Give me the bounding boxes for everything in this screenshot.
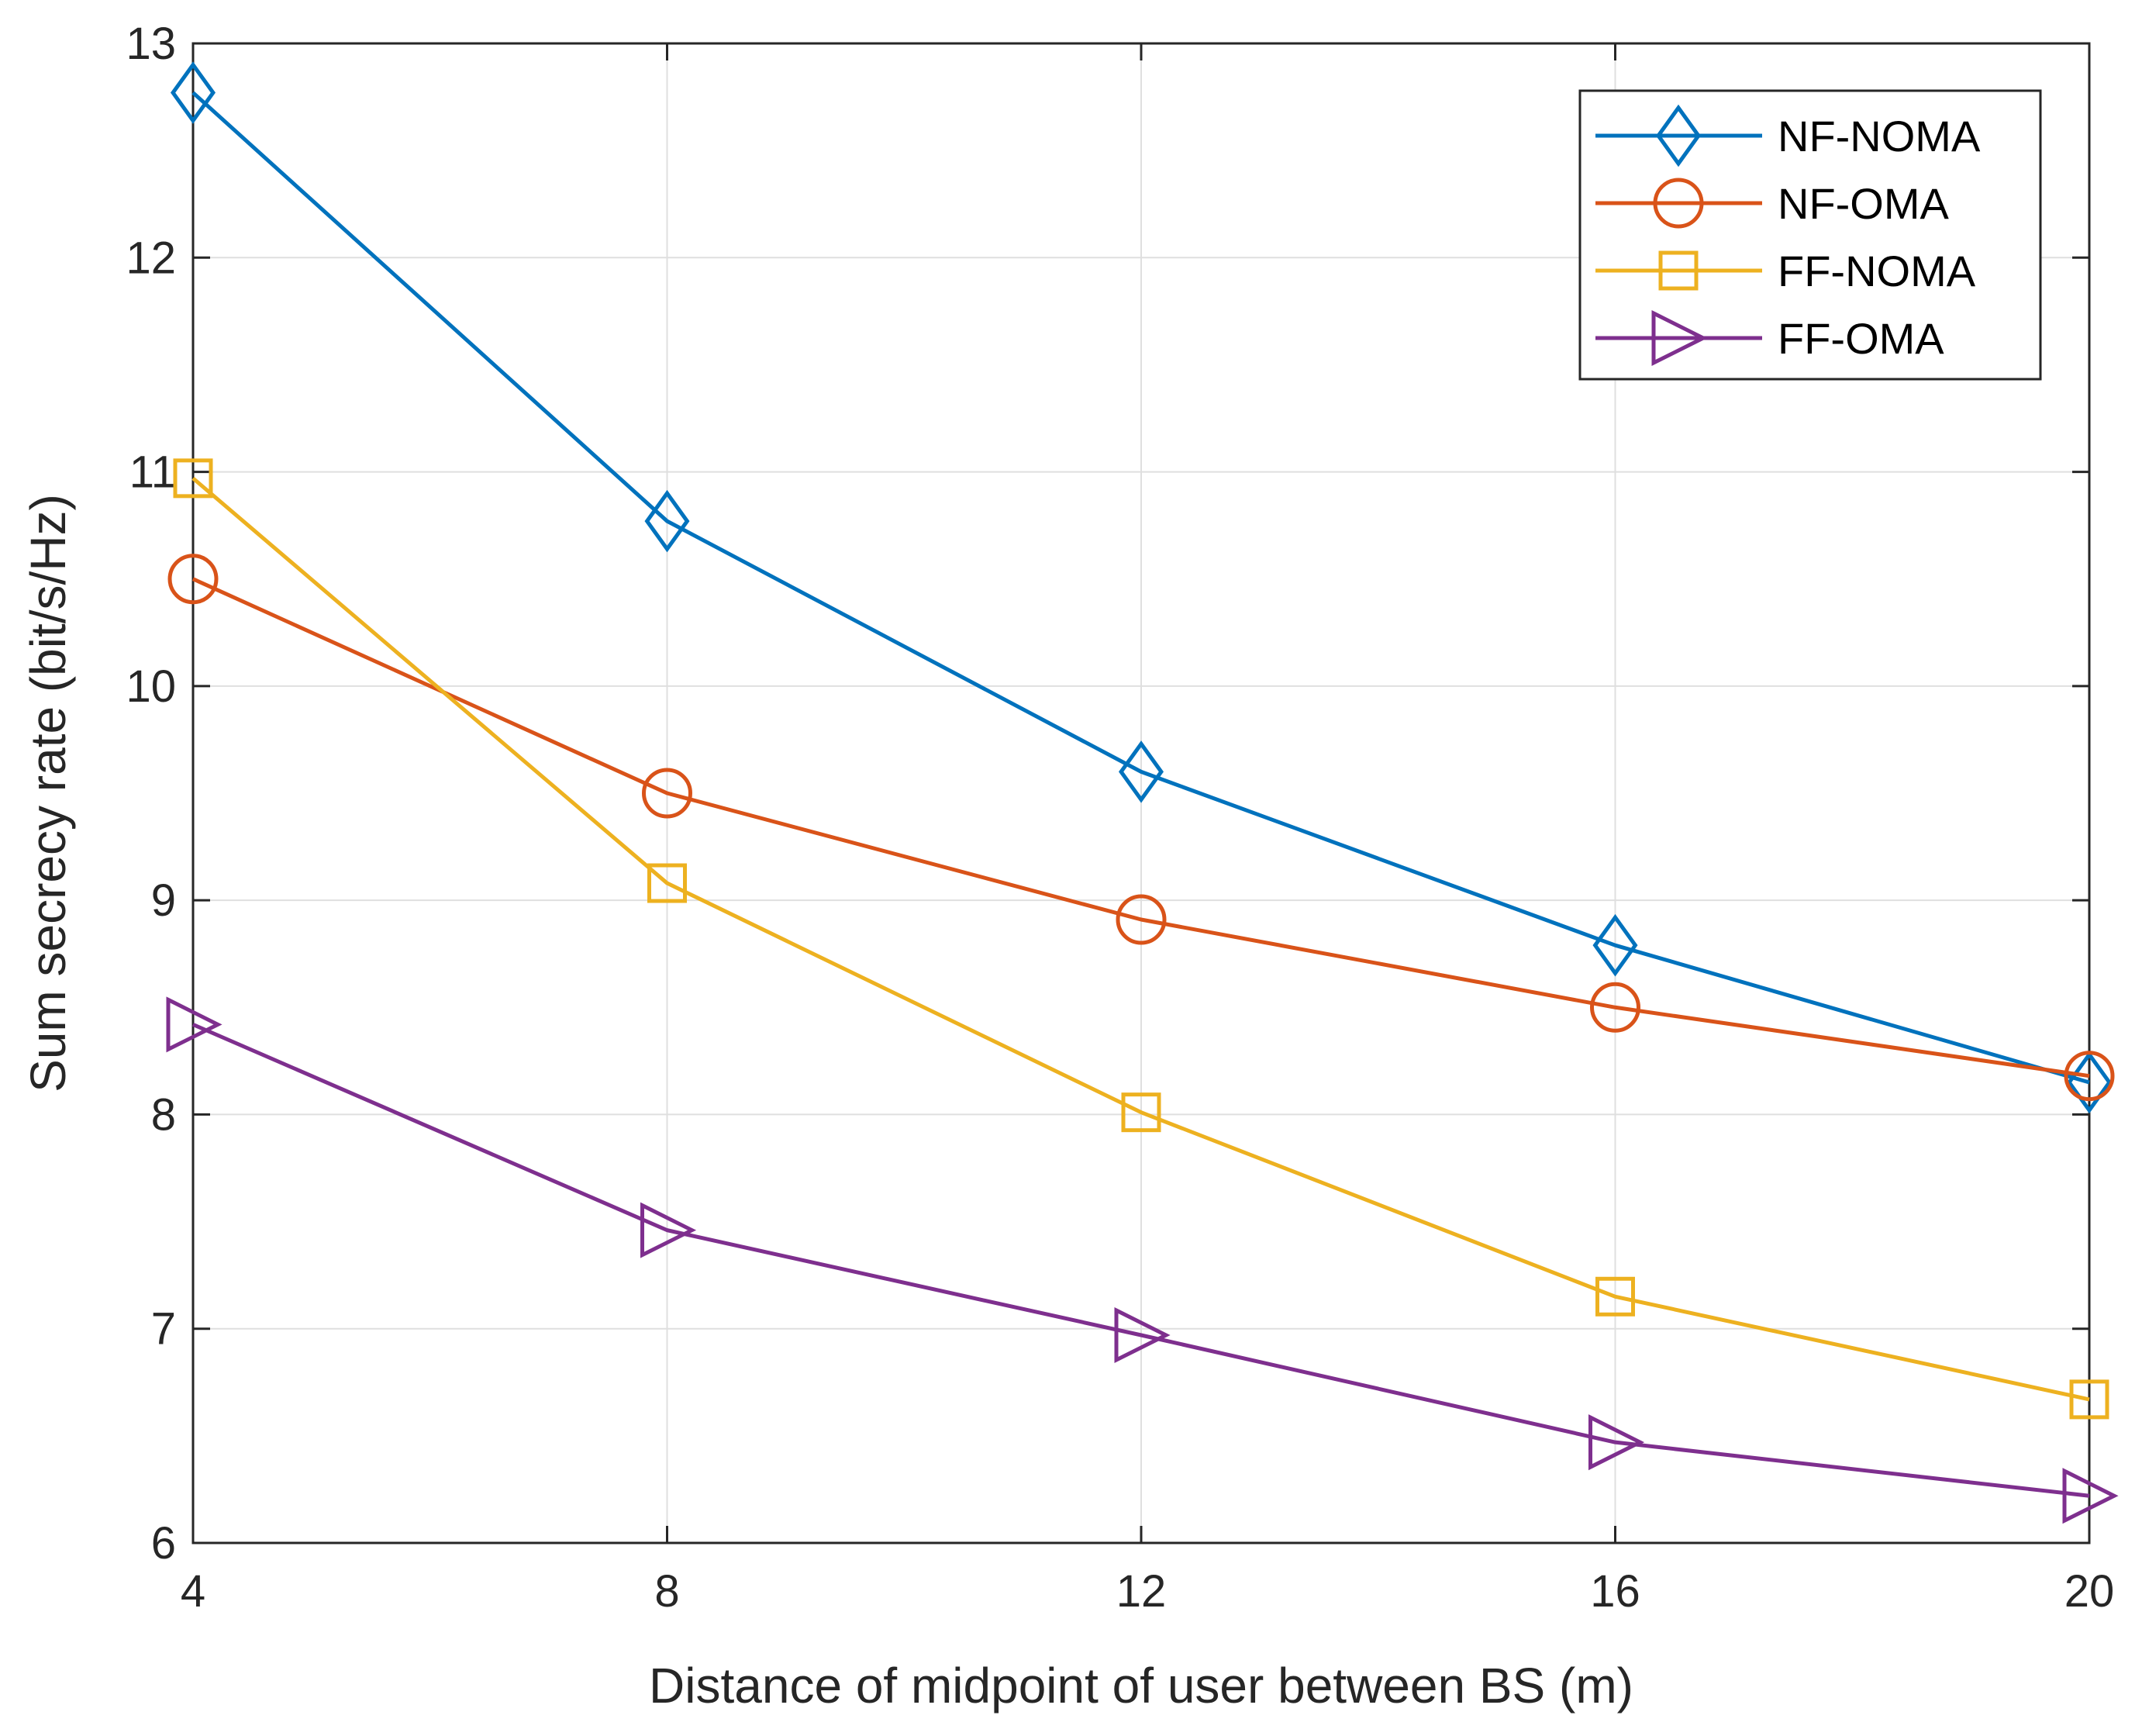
data-point-diamond xyxy=(1592,913,1638,977)
x-tick-label: 20 xyxy=(2064,1566,2115,1617)
y-tick-label: 8 xyxy=(151,1089,176,1140)
series-line xyxy=(192,1023,2090,1498)
y-tick-label: 7 xyxy=(151,1304,176,1355)
data-point-diamond xyxy=(644,489,690,553)
axis-ticks: 4 8 12 16 20 6 7 8 9 10 11 12 13 xyxy=(126,19,2114,1617)
data-point-diamond xyxy=(170,61,216,124)
data-point-triangle-right xyxy=(2062,1468,2119,1524)
data-point-circle xyxy=(2064,1051,2115,1102)
y-tick-label: 10 xyxy=(126,661,176,712)
data-point-square xyxy=(173,458,213,499)
data-point-triangle-right xyxy=(640,1202,697,1258)
data-point-circle xyxy=(1116,894,1167,945)
y-tick-label: 13 xyxy=(126,19,176,69)
y-axis-label: Sum secrecy rate (bit/s/Hz) xyxy=(20,494,76,1092)
series-line xyxy=(191,91,2090,1085)
data-point-triangle-right xyxy=(166,996,222,1053)
x-tick-label: 8 xyxy=(654,1566,679,1617)
legend-box xyxy=(1578,89,2042,381)
y-tick-label: 11 xyxy=(129,447,176,498)
data-point-triangle-right xyxy=(1588,1414,1645,1471)
y-tick-label: 6 xyxy=(151,1518,176,1569)
y-tick-label: 12 xyxy=(126,233,176,283)
data-point-square xyxy=(1121,1092,1161,1133)
data-point-square xyxy=(2069,1379,2109,1420)
legend-label: NF-NOMA xyxy=(1778,112,1981,160)
legend-label: NF-OMA xyxy=(1778,179,1950,228)
x-tick-label: 12 xyxy=(1116,1566,1167,1617)
data-point-square xyxy=(647,863,687,903)
series-line xyxy=(191,476,2090,1402)
legend-marker-triangle-right xyxy=(1651,309,1708,367)
series-ff-noma xyxy=(173,458,2109,1420)
legend-marker-diamond xyxy=(1655,104,1702,167)
y-tick-label: 9 xyxy=(151,875,176,926)
data-point-circle xyxy=(167,554,219,605)
series-line xyxy=(191,577,2090,1079)
legend-label: FF-OMA xyxy=(1778,314,1944,363)
legend-marker-circle xyxy=(1653,178,1704,229)
series-nf-oma xyxy=(167,554,2115,1102)
data-point-triangle-right xyxy=(1114,1306,1171,1364)
data-point-diamond xyxy=(1118,740,1164,803)
data-point-circle xyxy=(1590,982,1640,1033)
x-tick-label: 4 xyxy=(181,1566,205,1617)
legend-label: FF-NOMA xyxy=(1778,247,1976,295)
x-tick-label: 16 xyxy=(1590,1566,1640,1617)
series-ff-oma xyxy=(166,996,2119,1524)
series xyxy=(166,61,2119,1524)
data-point-square xyxy=(1595,1276,1635,1317)
data-point-circle xyxy=(642,768,692,819)
x-axis-label: Distance of midpoint of user between BS … xyxy=(649,1658,1633,1714)
legend-marker-square xyxy=(1658,250,1699,291)
legend: NF-NOMA NF-OMA FF-NOMA FF-OMA xyxy=(1578,89,2042,381)
